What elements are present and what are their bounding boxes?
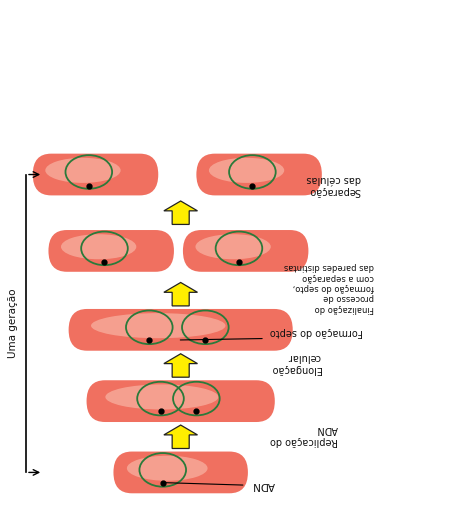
Ellipse shape xyxy=(106,385,218,410)
FancyArrow shape xyxy=(164,283,198,306)
Ellipse shape xyxy=(195,234,271,259)
Ellipse shape xyxy=(209,158,284,183)
FancyArrow shape xyxy=(164,425,198,449)
FancyBboxPatch shape xyxy=(33,154,158,196)
FancyArrow shape xyxy=(164,201,198,224)
Text: Separação
das células: Separação das células xyxy=(306,174,361,196)
Text: Formação do septo: Formação do septo xyxy=(270,327,364,337)
FancyBboxPatch shape xyxy=(69,309,293,351)
Text: Elongação
celular: Elongação celular xyxy=(270,352,321,374)
FancyBboxPatch shape xyxy=(48,230,174,272)
FancyArrow shape xyxy=(164,354,198,377)
Ellipse shape xyxy=(61,234,136,259)
FancyBboxPatch shape xyxy=(114,452,248,493)
FancyBboxPatch shape xyxy=(196,154,322,196)
Ellipse shape xyxy=(127,456,207,481)
FancyBboxPatch shape xyxy=(183,230,308,272)
Ellipse shape xyxy=(91,313,226,338)
FancyBboxPatch shape xyxy=(87,380,275,422)
Text: ADN: ADN xyxy=(253,480,275,490)
Text: Replicação do
ADN: Replicação do ADN xyxy=(270,424,338,446)
Text: Finalização do
processo de
formação do septo,
com a separação
das paredes distin: Finalização do processo de formação do s… xyxy=(284,262,374,313)
Ellipse shape xyxy=(45,158,120,183)
Text: Uma geração: Uma geração xyxy=(8,289,18,358)
